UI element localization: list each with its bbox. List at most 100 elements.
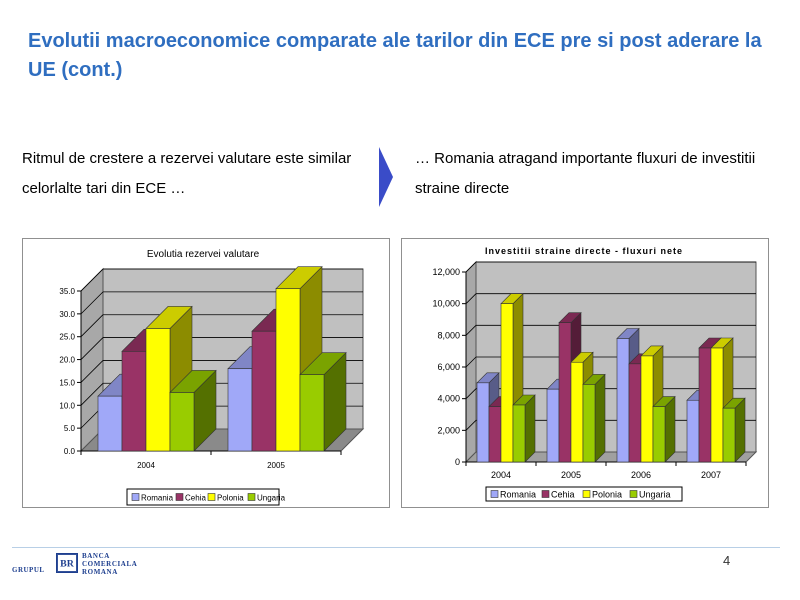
chevron-right-icon [379,147,393,207]
fdi-chart-legend-swatch [490,490,499,498]
reserve-chart-ytick-label: 30.0 [59,310,75,319]
fdi-chart-ytick-label: 2,000 [437,425,460,435]
reserve-chart-legend-swatch [207,493,216,501]
fdi-chart-legend-label: Romania [500,490,536,500]
reserve-chart-gridline-side [80,291,104,315]
reserve-chart-gridline-side [80,383,104,406]
fdi-chart-bar-front [570,361,584,463]
reserve-chart-ytick-label: 15.0 [59,378,75,387]
fdi-chart-bar-front [710,347,724,463]
footer-divider [12,547,780,548]
reserve-chart-legend-box [126,488,280,506]
fdi-chart-legend-swatch [629,490,638,498]
fdi-chart-bar-front [686,399,700,463]
fdi-chart-bar-ungaria-2005 [582,373,606,463]
slide-title: Evolutii macroeconomice comparate ale ta… [28,30,762,81]
reserve-chart-ytick-label: 10.0 [59,401,75,410]
reserve-chart-bar-front [275,288,301,452]
logo-text: BANCA COMERCIALA ROMANA [82,552,137,576]
reserve-chart-bar-front [121,351,147,452]
fdi-chart-bar-front [698,347,712,463]
reserve-chart-ytick-label: 20.0 [59,356,75,365]
fdi-chart-bar-ungaria-2007 [722,397,746,463]
fdi-chart-gridline-side [465,356,477,368]
fdi-chart-legend-swatch [582,490,591,498]
reserve-chart-ytick-label: 5.0 [64,424,76,433]
reserve-chart-bar-front [169,392,195,452]
fdi-chart-legend-label: Ungaria [639,490,671,500]
fdi-chart-svg: Investitii straine directe - fluxuri net… [432,246,758,502]
reserve-chart-bar-front [97,395,123,452]
fdi-chart-legend-swatch [541,490,550,498]
fdi-chart-category-label: 2005 [561,470,581,480]
bank-logo-icon: BR [56,553,78,573]
reserve-chart-bar-front [227,368,253,452]
fdi-chart-ytick-label: 0 [455,457,460,467]
fdi-chart: Investitii straine directe - fluxuri net… [401,238,769,508]
fdi-chart-ytick-label: 6,000 [437,362,460,372]
reserve-chart-bar-front [251,330,277,452]
fdi-chart-plot: Investitii straine directe - fluxuri net… [432,246,758,502]
reserve-chart-ytick-label: 0.0 [64,447,76,456]
fdi-chart-category-label: 2007 [701,470,721,480]
fdi-chart-bar-side [734,397,746,463]
reserve-chart-bar-polonia-2004 [145,305,193,452]
fdi-chart-ytick-label: 10,000 [432,299,460,309]
reserve-chart-bar-ungaria-2005 [299,351,347,452]
fdi-chart-gridline-side [465,261,477,273]
fdi-chart-legend-label: Polonia [592,490,622,500]
fdi-chart-ytick-label: 8,000 [437,330,460,340]
reserve-chart-bar-ungaria-2004 [169,369,217,452]
reserve-chart-legend: Romania Cehia Polonia Ungaria [126,488,286,506]
fdi-chart-bar-front [476,382,490,463]
reserve-chart-gridline-side [80,268,104,292]
fdi-chart-bar-front [500,303,514,463]
reserve-chart-ytick-label: 35.0 [59,287,75,296]
reserve-chart-gridline-side [80,314,104,337]
intro-text-left: Ritmul de crestere a rezervei valutare e… [22,150,352,197]
fdi-chart-bar-front [512,404,526,463]
intro-text-right: … Romania atragand importante fluxuri de… [415,150,756,197]
fdi-chart-gridline-side [465,420,477,431]
fdi-chart-category-label: 2006 [631,470,651,480]
reserve-chart-title: Evolutia rezervei valutare [147,249,260,260]
reserve-chart-gridline-side [80,360,104,383]
reserve-chart-bar-front [145,328,171,452]
fdi-chart-ytick-label: 12,000 [432,267,460,277]
logo-group-label: GRUPUL [12,566,45,574]
page-number: 4 [723,553,731,568]
fdi-chart-bar-front [488,406,502,463]
reserve-chart-legend-swatch [175,493,184,501]
fdi-chart-legend: Romania Cehia Polonia Ungaria [485,486,683,502]
fdi-chart-bar-front [640,355,654,463]
fdi-chart-gridline-side [465,325,477,336]
fdi-chart-bar-front [616,338,630,463]
fdi-chart-bar-front [558,322,572,463]
fdi-chart-bar-front [722,407,736,463]
reserve-chart-legend-label: Romania [141,494,174,503]
fdi-chart-bar-front [652,406,666,463]
fdi-chart-legend-label: Cehia [551,490,575,500]
fdi-chart-bar-ungaria-2006 [652,395,676,463]
fdi-chart-bar-ungaria-2004 [512,394,536,463]
fdi-chart-bar-side [594,373,606,463]
reserve-chart-svg: Evolutia rezervei valutare 0.0 5.0 10.0 15.0… [59,249,365,506]
reserve-chart-legend-swatch [131,493,140,501]
logo-line-1: BANCA [82,552,110,560]
reserve-chart-gridline-side [80,337,104,360]
fdi-chart-category-label: 2004 [491,470,511,480]
bank-logo: GRUPUL BR BANCA COMERCIALA ROMANA [12,552,162,577]
logo-line-2: COMERCIALA [82,560,138,568]
reserve-chart-category-label: 2004 [137,461,155,470]
reserve-chart-bar-front [299,374,325,452]
reserve-chart-ytick-label: 25.0 [59,333,75,342]
reserve-chart-legend-label: Cehia [185,494,206,503]
reserve-chart-category-label: 2005 [267,461,285,470]
reserve-chart: Evolutia rezervei valutare 0.0 5.0 10.0 15.0… [22,238,390,508]
svg-text:BR: BR [60,559,75,570]
reserve-chart-legend-label: Polonia [217,494,244,503]
logo-line-3: ROMANA [82,568,118,576]
fdi-chart-ytick-label: 4,000 [437,394,460,404]
fdi-chart-title: Investitii straine directe - fluxuri net… [485,246,683,256]
fdi-chart-bar-front [582,384,596,463]
